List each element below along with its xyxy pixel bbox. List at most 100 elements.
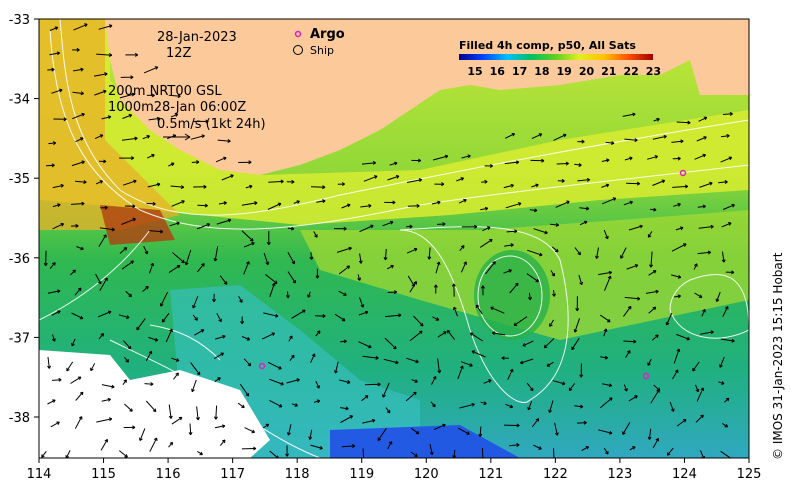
velocity-vector [432, 155, 448, 161]
velocity-vector [409, 281, 417, 293]
vector-arrowhead [608, 430, 613, 435]
velocity-vector [457, 427, 470, 435]
vector-arrowhead [419, 322, 424, 327]
vector-arrowhead [51, 338, 56, 342]
vector-arrowhead [515, 282, 519, 287]
velocity-vector [171, 200, 185, 207]
velocity-vector [170, 113, 178, 118]
map-plot-area [39, 19, 749, 458]
vector-arrowhead [393, 345, 397, 350]
velocity-vector [456, 177, 464, 182]
vector-arrowhead [469, 363, 473, 367]
velocity-vector [384, 248, 387, 260]
vector-arrowhead [241, 404, 245, 409]
vector-arrowhead [530, 387, 534, 392]
velocity-vector [461, 155, 471, 159]
vector-arrowhead [132, 204, 136, 209]
velocity-vector [552, 380, 566, 385]
velocity-vector [382, 221, 394, 227]
velocity-vector [315, 380, 320, 389]
vector-arrowhead [159, 303, 164, 307]
vector-arrowhead [90, 367, 94, 372]
vector-arrowhead [548, 409, 553, 413]
vector-arrowhead [230, 174, 234, 178]
vector-arrowhead [59, 88, 63, 93]
velocity-vector [722, 422, 728, 428]
velocity-vector [716, 291, 721, 302]
velocity-vector [95, 273, 102, 285]
velocity-vector [71, 203, 85, 205]
velocity-vector [267, 203, 282, 210]
vector-arrowhead [278, 404, 283, 408]
vector-arrowhead [291, 179, 295, 184]
velocity-vector [147, 183, 161, 188]
vector-arrowhead [561, 381, 566, 386]
velocity-vector [389, 162, 398, 166]
vector-arrowhead [136, 326, 140, 331]
velocity-vector [623, 384, 628, 392]
velocity-vector [578, 274, 583, 285]
vector-arrowhead [579, 281, 584, 286]
velocity-vector [629, 446, 636, 451]
velocity-vector [97, 311, 112, 318]
cold-patch [330, 425, 520, 458]
vector-arrowhead [351, 444, 356, 449]
vector-arrowhead [721, 259, 726, 263]
x-tick-label: 124 [672, 467, 697, 482]
vector-arrowhead [620, 255, 624, 259]
vector-arrowhead [382, 394, 386, 398]
velocity-vector [579, 207, 589, 210]
velocity-vector [503, 269, 512, 274]
velocity-vector [721, 222, 732, 228]
vector-arrowhead [676, 348, 681, 353]
velocity-vector [604, 275, 611, 291]
vector-arrowhead [170, 162, 175, 167]
velocity-vector [338, 290, 347, 296]
vector-arrowhead [287, 432, 291, 436]
velocity-vector [122, 379, 127, 385]
vector-arrowhead [702, 153, 706, 158]
vector-arrowhead [721, 381, 725, 385]
vector-arrowhead [729, 111, 733, 116]
velocity-vector [197, 204, 208, 207]
contour-label-1: 200m NRT00 GSL [108, 84, 222, 99]
velocity-vector [121, 260, 134, 270]
x-tick-label: 119 [349, 467, 374, 482]
vector-arrowhead [103, 159, 107, 164]
velocity-vector [214, 425, 225, 429]
vector-arrowhead [609, 397, 613, 401]
vector-arrowhead [654, 155, 658, 159]
velocity-vector [47, 399, 56, 405]
vector-arrowhead [346, 265, 351, 269]
vector-arrowhead [627, 305, 632, 310]
velocity-vector [170, 185, 184, 188]
vector-arrowhead [41, 454, 45, 458]
velocity-vector [437, 358, 440, 374]
velocity-vector [49, 52, 60, 56]
vector-arrowhead [148, 350, 153, 355]
velocity-vector [241, 202, 258, 206]
vector-arrowhead [436, 261, 441, 266]
vector-arrowhead [192, 304, 196, 309]
vector-arrowhead [128, 293, 132, 298]
vector-arrowhead [246, 261, 250, 265]
velocity-vector [574, 405, 583, 408]
velocity-vector [99, 227, 115, 231]
velocity-vector [574, 247, 581, 256]
vector-arrowhead [566, 200, 570, 205]
vector-arrowhead [99, 180, 104, 184]
vector-arrowhead [152, 201, 156, 206]
velocity-vector [406, 357, 419, 363]
vector-arrowhead [84, 23, 88, 27]
vector-arrowhead [203, 184, 207, 189]
velocity-vector [675, 227, 684, 231]
vector-arrowhead [413, 391, 417, 396]
vector-arrowhead [175, 372, 179, 377]
velocity-vector [218, 202, 227, 205]
vector-arrowhead [680, 139, 684, 144]
vector-arrowhead [280, 179, 284, 184]
vector-arrowhead [679, 226, 684, 231]
velocity-vector [172, 252, 185, 264]
vector-arrowhead [515, 160, 520, 165]
vector-arrowhead [180, 185, 185, 190]
